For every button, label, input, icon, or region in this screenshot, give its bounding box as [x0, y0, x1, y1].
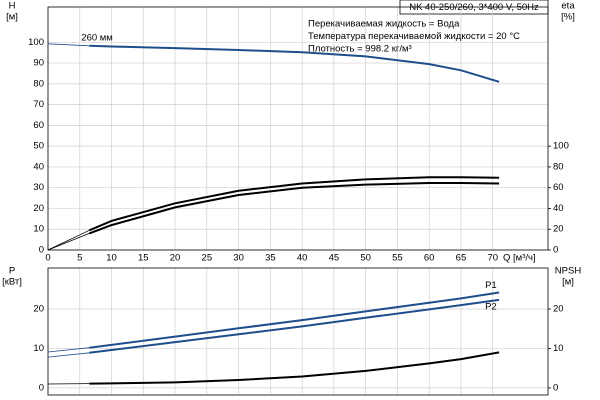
- y-tick-label: 70: [33, 99, 44, 110]
- y2-tick-label: 0: [553, 382, 558, 393]
- y-tick-label: 10: [33, 343, 44, 354]
- y-tick-label: 40: [33, 161, 44, 172]
- annotation: Перекачиваемая жидкость = Вода: [308, 19, 460, 30]
- y-tick-label: 0: [39, 382, 44, 393]
- curve-start: [47, 233, 90, 251]
- y-axis-unit: [м]: [6, 12, 18, 23]
- y2-axis-unit: [%]: [561, 12, 575, 23]
- curve: [88, 176, 500, 232]
- x-tick-label: 60: [424, 253, 435, 264]
- y-tick-label: 80: [33, 78, 44, 89]
- y-tick-label: 30: [33, 182, 44, 193]
- y2-tick-label: 40: [553, 203, 564, 214]
- curve: [89, 351, 500, 385]
- y2-tick-label: 60: [553, 182, 564, 193]
- x-tick-label: 20: [170, 253, 181, 264]
- y2-tick-label: 20: [553, 304, 564, 315]
- x-tick-label: 70: [487, 253, 498, 264]
- curve: [88, 182, 500, 235]
- annotation: Плотность = 998.2 кг/м³: [308, 44, 412, 55]
- x-tick-label: 0: [45, 253, 50, 264]
- y2-tick-label: 80: [553, 161, 564, 172]
- x-tick-label: 35: [265, 253, 276, 264]
- curve: [89, 291, 500, 349]
- y-tick-label: 10: [33, 224, 44, 235]
- y2-tick-label: 20: [553, 224, 564, 235]
- y-tick-label: 20: [33, 203, 44, 214]
- x-axis-label: Q [м³/ч]: [503, 253, 536, 264]
- x-tick-label: 5: [77, 253, 82, 264]
- x-tick-label: 55: [392, 253, 403, 264]
- y-tick-label: 90: [33, 58, 44, 69]
- y-axis-unit: [кВт]: [2, 277, 22, 288]
- y-tick-label: 100: [28, 37, 44, 48]
- y-tick-label: 50: [33, 141, 44, 152]
- plot-frame: [47, 267, 549, 396]
- y-tick-label: 20: [33, 304, 44, 315]
- y2-tick-label: 0: [553, 245, 558, 256]
- curve: [89, 298, 500, 354]
- curve-start: [47, 352, 90, 358]
- y-axis-label: P: [9, 266, 15, 277]
- chart-title: NK 40-250/260, 3*400 V, 50Hz: [409, 2, 539, 13]
- x-tick-label: 10: [106, 253, 117, 264]
- x-tick-label: 30: [233, 253, 244, 264]
- y2-tick-label: 100: [553, 141, 569, 152]
- curve: [89, 44, 500, 83]
- y-axis-label: H: [9, 1, 16, 12]
- series-label: P2: [485, 301, 497, 312]
- y2-axis-label: eta: [561, 1, 575, 12]
- y2-axis-unit: [м]: [562, 277, 574, 288]
- series-label: P1: [485, 280, 497, 291]
- y2-tick-label: 10: [553, 343, 564, 354]
- plot-frame: [47, 6, 549, 251]
- x-tick-label: 45: [329, 253, 340, 264]
- x-tick-label: 15: [138, 253, 149, 264]
- curve-start: [47, 43, 90, 47]
- y-tick-label: 0: [39, 245, 44, 256]
- x-tick-label: 40: [297, 253, 308, 264]
- series-label: 260 мм: [81, 32, 113, 43]
- y-tick-label: 60: [33, 120, 44, 131]
- x-tick-label: 65: [456, 253, 467, 264]
- y2-axis-label: NPSH: [555, 266, 582, 277]
- x-tick-label: 50: [360, 253, 371, 264]
- curve-start: [47, 229, 90, 251]
- x-tick-label: 25: [202, 253, 213, 264]
- curve-start: [47, 347, 90, 353]
- annotation: Температура перекачиваемой жидкости = 20…: [308, 31, 520, 42]
